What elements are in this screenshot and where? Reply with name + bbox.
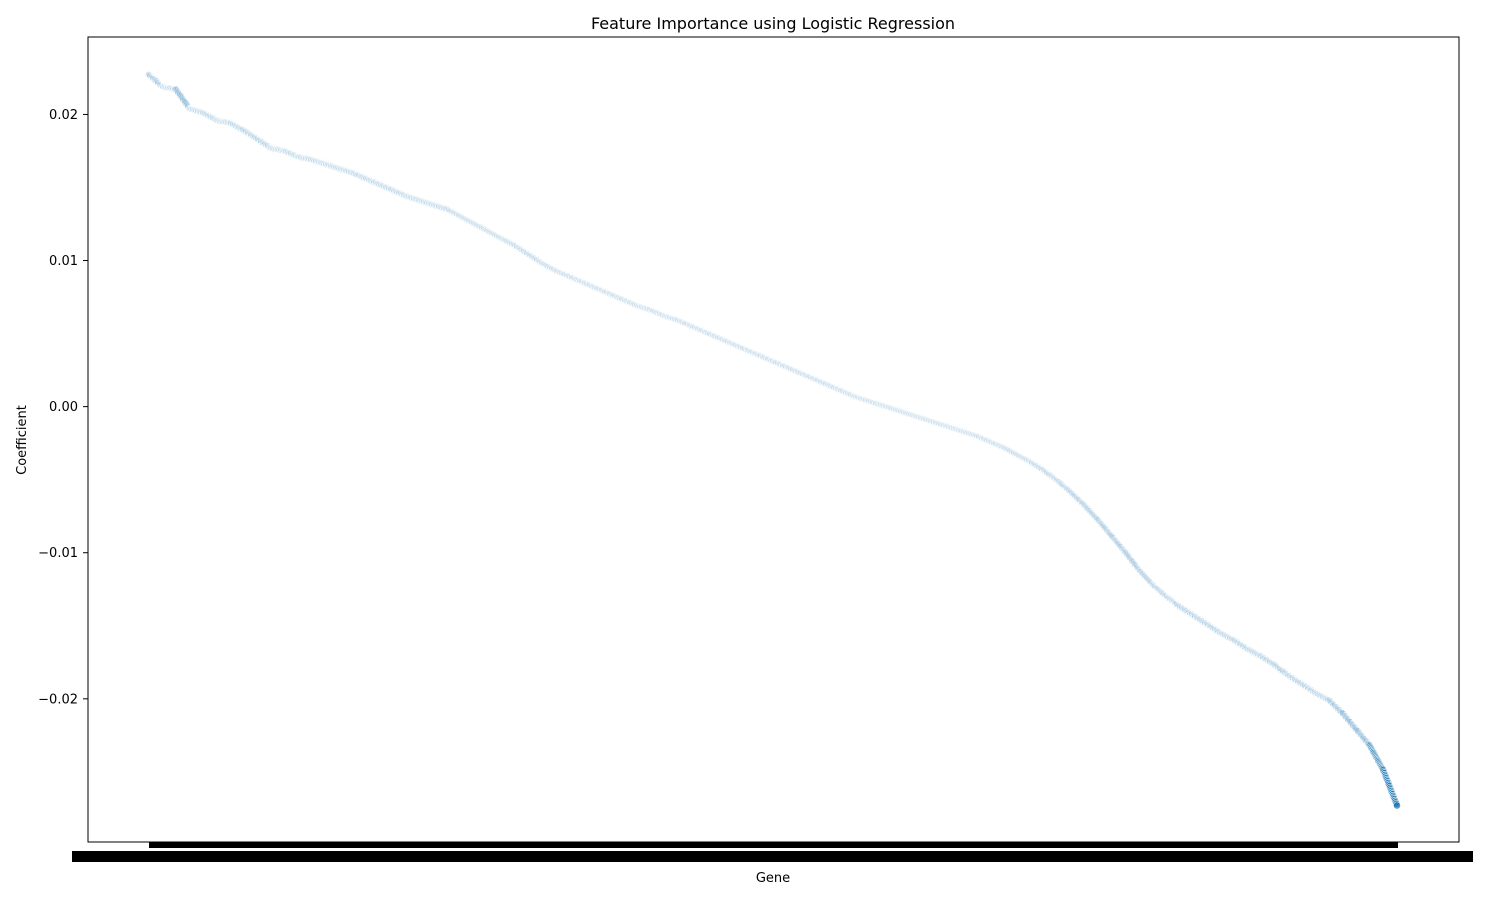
y-axis-label: Coefficient <box>15 405 30 475</box>
x-tick-labels-overlap <box>72 851 1473 862</box>
y-tick-label: −0.01 <box>38 546 78 561</box>
y-tick-label: −0.02 <box>38 692 78 707</box>
x-axis-label: Gene <box>756 871 790 886</box>
x-axis <box>72 842 1473 862</box>
y-axis: 0.02 0.01 0.00 −0.01 −0.02 <box>38 108 88 707</box>
chart-title: Feature Importance using Logistic Regres… <box>591 14 955 33</box>
scatter-points <box>145 71 1401 810</box>
data-point <box>1393 801 1401 810</box>
y-tick-label: 0.01 <box>49 254 78 269</box>
y-tick-label: 0.02 <box>49 108 78 123</box>
y-tick-label: 0.00 <box>49 400 78 415</box>
x-tick-marks <box>149 842 1398 848</box>
